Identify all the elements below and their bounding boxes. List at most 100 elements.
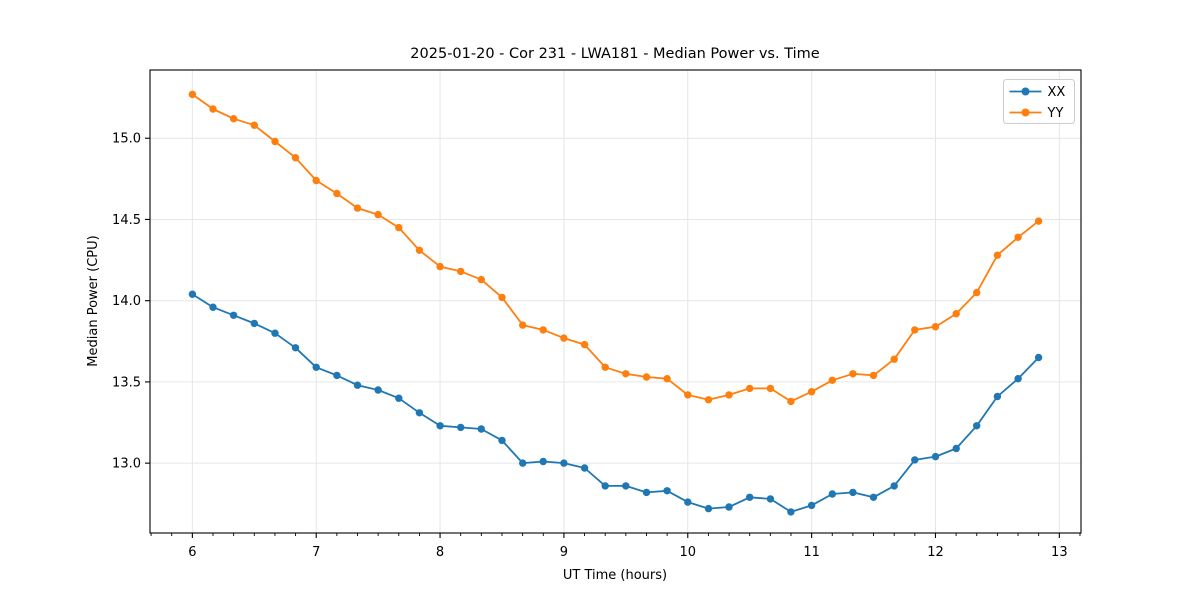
data-point <box>663 375 671 383</box>
data-point <box>539 326 547 334</box>
data-point <box>539 457 547 466</box>
data-point <box>704 396 713 404</box>
series-xx <box>188 290 1043 516</box>
data-point <box>457 267 465 276</box>
data-point <box>333 189 341 198</box>
data-point <box>890 482 898 490</box>
data-point <box>498 436 506 445</box>
data-point <box>642 373 651 381</box>
data-point <box>746 493 754 501</box>
data-point <box>911 326 919 334</box>
x-tick-label: 11 <box>803 545 820 560</box>
data-point <box>415 246 424 254</box>
x-tick-label: 8 <box>436 545 444 560</box>
data-point <box>601 363 609 371</box>
x-tick-label: 7 <box>312 545 320 560</box>
data-point <box>436 262 444 271</box>
data-point <box>973 288 981 297</box>
data-point <box>1014 233 1022 241</box>
data-point <box>395 223 403 232</box>
data-point <box>291 344 300 352</box>
x-tick-label: 12 <box>927 545 944 560</box>
data-point <box>828 376 836 384</box>
data-point <box>477 425 485 433</box>
data-point <box>188 290 197 298</box>
data-point <box>271 137 279 146</box>
legend-marker <box>1021 108 1030 117</box>
data-point <box>498 293 506 302</box>
y-tick-label: 14.5 <box>112 213 141 228</box>
x-tick-label: 10 <box>679 545 696 560</box>
data-point <box>911 456 919 464</box>
data-point <box>519 321 527 329</box>
data-point <box>993 392 1002 401</box>
series-yy <box>188 90 1043 406</box>
legend-marker <box>1021 87 1030 96</box>
data-point <box>1034 217 1043 225</box>
data-point <box>1034 353 1043 362</box>
data-point <box>931 452 940 461</box>
data-point <box>601 482 609 490</box>
data-point <box>457 423 465 432</box>
chart-title: 2025-01-20 - Cor 231 - LWA181 - Median P… <box>410 46 819 62</box>
data-point <box>271 329 279 337</box>
data-point <box>787 397 795 406</box>
data-point <box>560 459 568 467</box>
data-point <box>890 355 898 363</box>
data-point <box>746 384 754 393</box>
series-line <box>191 293 1040 513</box>
data-series <box>188 90 1043 516</box>
data-point <box>973 422 981 430</box>
data-point <box>622 370 630 378</box>
data-point <box>993 251 1002 259</box>
data-point <box>931 323 940 331</box>
x-tick-label: 6 <box>188 545 196 560</box>
data-point <box>663 487 671 495</box>
data-point <box>477 275 485 284</box>
data-point <box>209 105 217 113</box>
data-point <box>250 319 258 328</box>
data-point <box>188 90 197 99</box>
y-tick-label: 15.0 <box>112 132 141 147</box>
x-axis-label: UT Time (hours) <box>563 568 667 583</box>
data-point <box>229 115 238 123</box>
x-tick-label: 13 <box>1051 545 1068 560</box>
data-point <box>766 495 775 503</box>
data-point <box>807 388 816 396</box>
legend-label: XX <box>1048 85 1066 100</box>
data-point <box>580 340 589 349</box>
grid-lines <box>150 70 1081 533</box>
data-point <box>580 464 589 472</box>
series-line <box>191 93 1040 403</box>
legend: XX YY <box>1003 79 1075 124</box>
data-point <box>312 176 320 185</box>
data-point <box>869 493 878 501</box>
data-point <box>869 371 878 380</box>
data-point <box>807 501 816 510</box>
data-point <box>766 384 775 393</box>
legend-label: YY <box>1047 106 1064 121</box>
data-point <box>642 488 651 497</box>
data-point <box>312 363 320 371</box>
data-point <box>374 210 382 219</box>
axis-ticks: 6 7 8 9 10 11 12 13 13.0 13.5 14.0 14.5 15.0 <box>112 132 1081 560</box>
data-point <box>952 444 960 453</box>
data-point <box>622 482 630 490</box>
data-point <box>333 371 341 380</box>
y-tick-label: 13.0 <box>112 457 141 472</box>
data-point <box>291 154 300 162</box>
x-tick-label: 9 <box>560 545 568 560</box>
data-point <box>353 381 362 389</box>
data-point <box>704 504 713 513</box>
data-point <box>787 508 795 516</box>
data-point <box>849 370 857 378</box>
data-point <box>395 394 403 402</box>
data-point <box>250 121 258 129</box>
data-point <box>684 391 692 399</box>
data-point <box>725 503 733 511</box>
y-axis-label: Median Power (CPU) <box>86 235 101 366</box>
data-point <box>952 310 960 318</box>
data-point <box>560 334 568 342</box>
